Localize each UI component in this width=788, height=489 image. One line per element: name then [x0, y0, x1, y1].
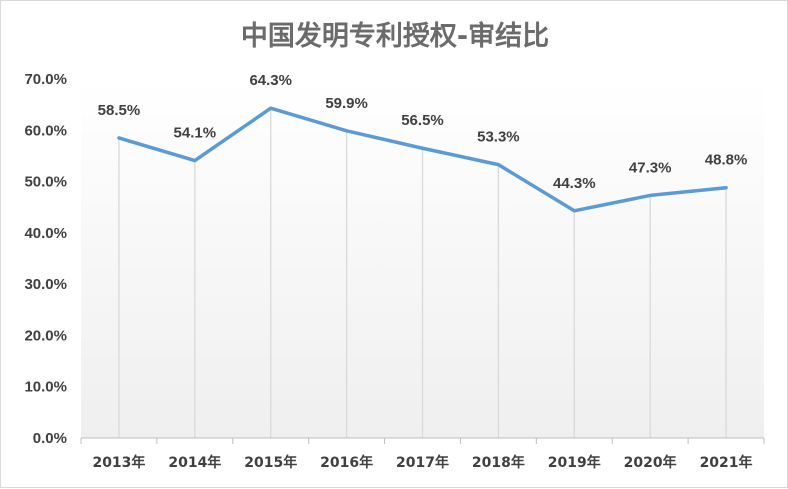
data-label: 44.3%	[553, 175, 596, 192]
data-label: 58.5%	[98, 102, 141, 119]
series-line	[117, 106, 728, 213]
x-tick-label: 2014年	[168, 454, 221, 471]
x-tick-label: 2019年	[548, 454, 601, 471]
y-tick-label: 20.0%	[24, 327, 67, 344]
data-label: 64.3%	[249, 72, 292, 89]
y-tick-label: 10.0%	[24, 379, 67, 396]
y-tick-label: 60.0%	[24, 122, 67, 139]
y-tick-label: 40.0%	[24, 225, 67, 242]
x-tick-label: 2018年	[472, 454, 525, 471]
y-tick-label: 30.0%	[24, 276, 67, 293]
y-tick-label: 0.0%	[33, 430, 67, 447]
data-label: 59.9%	[325, 95, 368, 112]
x-tick-label: 2015年	[244, 454, 297, 471]
x-tick-label: 2021年	[700, 454, 753, 471]
drop-lines	[118, 108, 727, 438]
y-tick-label: 70.0%	[24, 71, 67, 88]
y-tick-label: 50.0%	[24, 174, 67, 191]
x-tick-label: 2020年	[624, 454, 677, 471]
chart-title: 中国发明专利授权-审结比	[241, 20, 549, 52]
data-label: 56.5%	[401, 112, 444, 129]
data-label: 47.3%	[629, 159, 672, 176]
data-labels: 58.5% 54.1% 64.3% 59.9% 56.5% 53.3% 44.3% 47.3%…	[98, 72, 748, 192]
x-tick-label: 2013年	[92, 454, 145, 471]
data-label: 48.8%	[705, 152, 748, 169]
y-axis-ticks: 0.0% 10.0% 20.0% 30.0% 40.0% 50.0% 60.0% 70.0%	[24, 71, 67, 447]
data-label: 54.1%	[174, 125, 217, 142]
x-tick-label: 2016年	[320, 454, 373, 471]
x-axis-ticks: 2013年 2014年 2015年 2016年 2017年 2018年 2019年 2020年…	[80, 438, 765, 471]
x-tick-label: 2017年	[396, 454, 449, 471]
data-label: 53.3%	[477, 129, 520, 146]
